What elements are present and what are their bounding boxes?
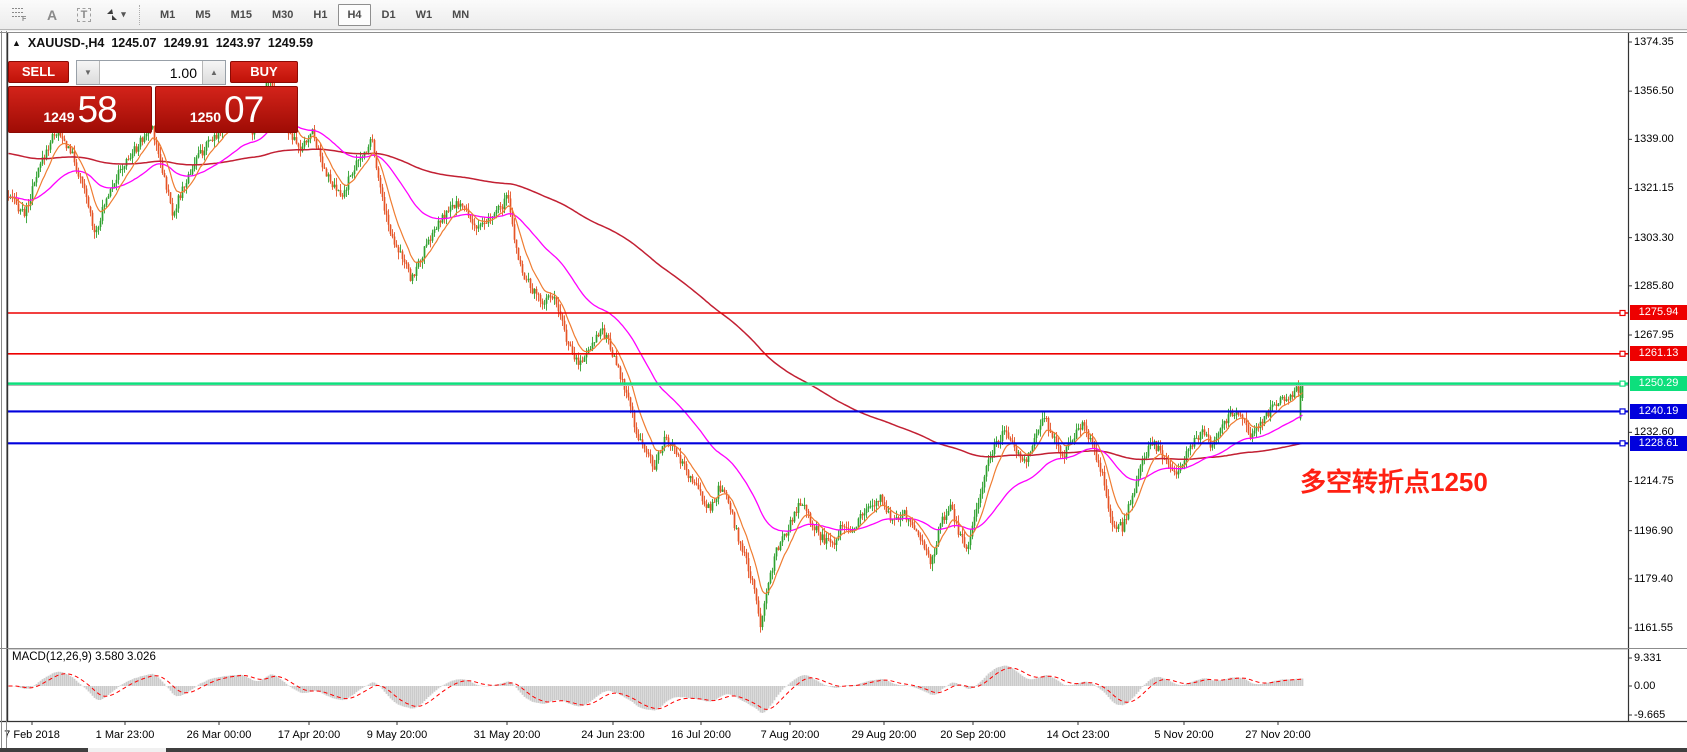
chart-header: ▲ XAUUSD-,H4 1245.07 1249.91 1243.97 124… — [12, 36, 313, 50]
time-axis-label: 17 Apr 20:00 — [277, 729, 341, 741]
time-axis-label: 27 Nov 20:00 — [1245, 729, 1311, 741]
time-axis-label: 9 May 20:00 — [366, 729, 428, 741]
chevron-down-icon: ▾ — [121, 9, 126, 19]
buy-price-small: 1250 — [189, 109, 221, 125]
time-axis-label: 5 Nov 20:00 — [1154, 729, 1214, 741]
line-price-tag: 1250.29 — [1630, 376, 1687, 392]
price-axis-label: 1303.30 — [1634, 231, 1674, 244]
candlestick-series — [8, 72, 1304, 633]
line-price-tag: 1228.61 — [1630, 435, 1687, 451]
tab-m15[interactable]: M15 — [230, 8, 252, 21]
time-axis-label: 26 Mar 00:00 — [186, 729, 252, 741]
sell-price-big: 58 — [77, 89, 118, 130]
tab-mn[interactable]: MN — [452, 8, 470, 21]
horizontal-scrollbar[interactable] — [0, 748, 1687, 752]
time-axis-label: 14 Oct 23:00 — [1046, 729, 1110, 741]
volume-input[interactable] — [100, 61, 202, 84]
macd-signal-line — [8, 667, 1303, 710]
ma-fast-line — [8, 94, 1303, 594]
tab-h4[interactable]: H4 — [338, 3, 371, 26]
volume-decrease-button[interactable]: ▼ — [77, 61, 100, 84]
macd-axis-label: 0.00 — [1634, 680, 1656, 692]
line-handle[interactable] — [1619, 350, 1626, 357]
ma-slow-line — [8, 148, 1303, 461]
arrow-objects-dropdown-icon[interactable]: ▾ — [101, 3, 131, 27]
scrollbar-thumb[interactable] — [88, 748, 166, 752]
line-handle[interactable] — [1619, 309, 1626, 317]
horizontal-lines[interactable] — [8, 309, 1628, 447]
time-axis-label: 16 Jul 20:00 — [671, 729, 731, 741]
price-axis-label: 1267.95 — [1634, 328, 1674, 341]
ohlc-close: 1249.59 — [267, 36, 314, 50]
chart-annotation-text: 多空转折点1250 — [1300, 467, 1488, 497]
line-handle[interactable] — [1619, 440, 1626, 447]
top-toolbar: F A T ▾ M1 M5 M15 M30 H1 H4 D1 W1 MN — [0, 0, 1687, 30]
macd-histogram — [8, 665, 1304, 713]
price-axis-label: 1321.15 — [1634, 182, 1674, 195]
symbol-arrow-icon: ▲ — [12, 38, 21, 48]
buy-button[interactable]: BUY — [230, 61, 298, 83]
symbol-title: XAUUSD-,H4 — [27, 36, 105, 50]
price-axis-label: 1339.00 — [1634, 133, 1674, 146]
time-axis-label: 7 Aug 20:00 — [760, 729, 820, 741]
line-handle[interactable] — [1619, 408, 1626, 415]
price-axis-label: 1179.40 — [1634, 572, 1673, 585]
sell-price-panel[interactable]: 1249 58 — [8, 86, 152, 133]
window-left-border-inner — [6, 31, 7, 752]
time-axis-label: 1 Mar 23:00 — [95, 729, 155, 741]
font-tool-glyph: A — [46, 6, 58, 23]
time-axis-label: 31 May 20:00 — [473, 729, 541, 741]
moving-averages — [8, 94, 1303, 594]
price-axis-label: 1356.50 — [1634, 85, 1674, 98]
text-label-glyph: T — [76, 7, 92, 22]
price-axis-label: 1214.75 — [1634, 475, 1674, 488]
fibonacci-tool-icon[interactable]: F — [5, 3, 35, 27]
time-axis-label: 7 Feb 2018 — [4, 729, 60, 741]
svg-text:F: F — [22, 16, 27, 22]
macd-indicator-label: MACD(12,26,9) 3.580 3.026 — [12, 651, 156, 663]
line-price-tag: 1240.19 — [1630, 403, 1687, 419]
fibonacci-tool-glyph: F — [12, 8, 27, 22]
ohlc-high: 1249.91 — [163, 36, 209, 50]
axes — [0, 32, 1687, 725]
line-handle[interactable] — [1619, 380, 1626, 387]
arrows-glyph — [107, 9, 118, 20]
price-axis-label: 1232.60 — [1634, 426, 1674, 439]
tab-h1[interactable]: H1 — [313, 8, 328, 21]
tab-m1[interactable]: M1 — [160, 8, 176, 21]
price-axis-label: 1161.55 — [1634, 621, 1673, 634]
price-axis-label: 1196.90 — [1634, 524, 1673, 537]
line-price-tag: 1261.13 — [1630, 346, 1687, 362]
tab-w1[interactable]: W1 — [415, 8, 433, 21]
toolbar-separator — [139, 4, 141, 25]
time-axis-label: 29 Aug 20:00 — [851, 729, 917, 741]
line-price-tag: 1275.94 — [1630, 305, 1687, 321]
font-tool-icon[interactable]: A — [37, 3, 67, 27]
sell-price-small: 1249 — [43, 109, 75, 125]
ohlc-open: 1245.07 — [111, 36, 157, 50]
buy-price-panel[interactable]: 1250 07 — [155, 86, 298, 133]
price-axis-label: 1285.80 — [1634, 279, 1674, 292]
tab-m5[interactable]: M5 — [195, 8, 211, 21]
macd-axis-label: 9.331 — [1634, 652, 1662, 664]
tab-m30[interactable]: M30 — [271, 8, 294, 21]
buy-price-big: 07 — [224, 89, 264, 130]
volume-box: ▼ ▲ — [76, 60, 226, 85]
price-axis-label: 1374.35 — [1634, 36, 1674, 48]
sell-button[interactable]: SELL — [8, 61, 69, 83]
text-label-tool-icon[interactable]: T — [69, 3, 99, 27]
tab-d1[interactable]: D1 — [381, 8, 396, 21]
macd-axis-label: -9.665 — [1634, 708, 1666, 721]
ohlc-low: 1243.97 — [215, 36, 261, 50]
window-left-border-outer — [1, 31, 2, 752]
volume-increase-button[interactable]: ▲ — [202, 61, 225, 84]
ma-medium-line — [8, 122, 1303, 532]
time-axis-label: 20 Sep 20:00 — [940, 729, 1006, 741]
time-axis-label: 24 Jun 23:00 — [581, 729, 645, 741]
